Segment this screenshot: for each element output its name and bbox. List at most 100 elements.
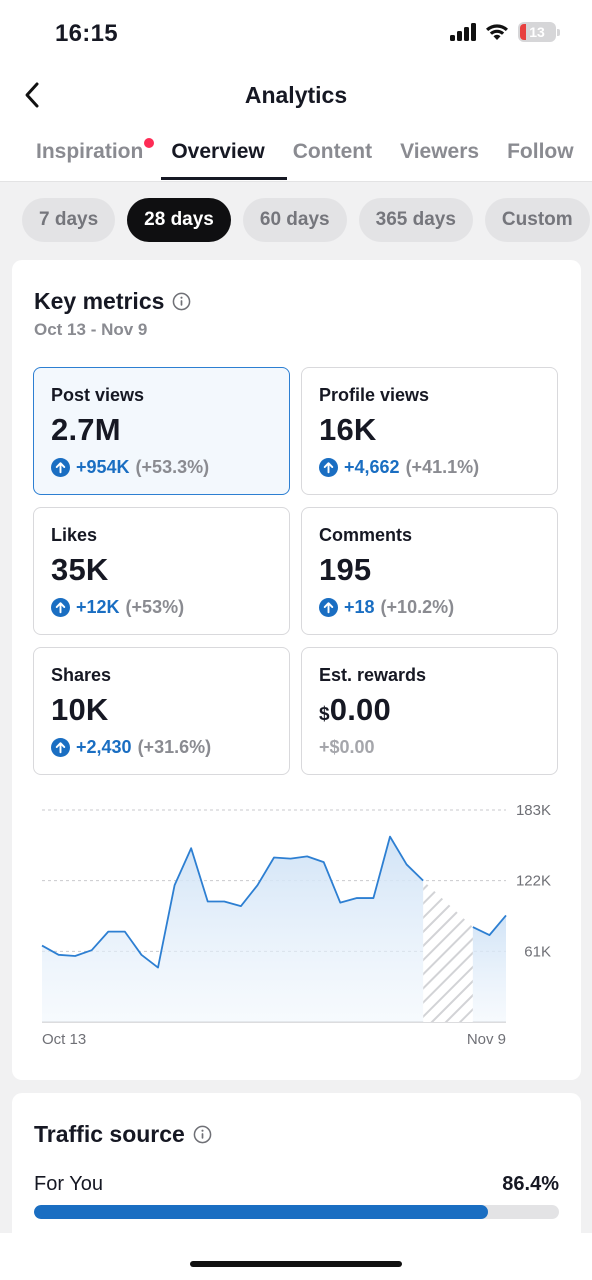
metric-change: +2,430 (+31.6%) <box>51 737 211 758</box>
bottom-safe-area <box>0 1233 592 1280</box>
top-header-area: 16:15 13 Analytics <box>0 0 592 182</box>
metric-delta: +18 <box>344 597 375 617</box>
metric-est-rewards[interactable]: Est. rewards $0.00 +$0.00 <box>301 647 558 775</box>
chip-60-days[interactable]: 60 days <box>242 198 347 242</box>
metric-delta: +2,430 <box>76 737 132 757</box>
arrow-up-circle-icon <box>319 598 338 617</box>
key-metrics-heading: Key metrics <box>34 288 191 315</box>
tab-label: Follow <box>507 140 574 163</box>
tab-bar: Inspiration Overview Content Viewers Fol… <box>36 138 574 164</box>
metric-change: +12K (+53%) <box>51 597 184 618</box>
wifi-icon <box>486 24 508 40</box>
y-tick-label: 61K <box>524 943 551 960</box>
metric-delta: +$0.00 <box>319 737 375 757</box>
metric-likes[interactable]: Likes 35K +12K (+53%) <box>33 507 290 635</box>
metric-percent: (+53.3%) <box>135 457 210 477</box>
info-icon[interactable] <box>172 292 191 311</box>
traffic-source-heading: Traffic source <box>34 1121 212 1148</box>
chart-axis-labels: 183K 122K 61K Oct 13 Nov 9 <box>42 802 551 1048</box>
metric-comments[interactable]: Comments 195 +18 (+10.2%) <box>301 507 558 635</box>
metric-delta: +4,662 <box>344 457 400 477</box>
chart-area-fill <box>42 836 506 1022</box>
chip-28-days[interactable]: 28 days <box>127 198 231 242</box>
chip-7-days[interactable]: 7 days <box>22 198 116 242</box>
metric-label: Comments <box>319 525 413 545</box>
metric-delta: +954K <box>76 457 130 477</box>
chart-missing-data-hatch <box>423 880 473 1022</box>
notification-dot <box>144 138 155 148</box>
metric-label: Profile views <box>319 385 430 405</box>
metric-delta: +12K <box>76 597 120 617</box>
chart-series-line <box>41 835 507 969</box>
tab-label: Viewers <box>400 140 480 163</box>
metric-value: 195 <box>319 552 372 587</box>
metric-percent: (+41.1%) <box>405 457 480 477</box>
traffic-bar-fill <box>34 1205 488 1219</box>
chart-area-segment <box>42 836 424 1022</box>
traffic-row-for-you: For You 86.4% <box>34 1173 559 1196</box>
active-tab-indicator <box>161 177 287 180</box>
metric-change: +954K (+53.3%) <box>51 457 209 478</box>
tab-followers[interactable]: Follow <box>507 140 574 164</box>
key-metrics-card: Key metrics Oct 13 - Nov 9 Post views 2.… <box>12 260 581 1080</box>
page-title: Analytics <box>244 82 348 108</box>
status-time: 16:15 <box>55 20 118 47</box>
metric-post-views[interactable]: Post views 2.7M +954K (+53.3%) <box>33 367 290 495</box>
section-title: Key metrics <box>34 288 165 314</box>
metric-value: 10K <box>51 692 109 727</box>
post-views-chart: 183K 122K 61K Oct 13 Nov 9 <box>41 802 551 1048</box>
y-tick-label: 122K <box>516 873 551 890</box>
tab-viewers[interactable]: Viewers <box>400 140 479 164</box>
traffic-label: For You <box>34 1173 103 1195</box>
metric-percent: (+31.6%) <box>137 737 212 757</box>
tab-content[interactable]: Content <box>293 140 372 164</box>
traffic-percent: 86.4% <box>502 1173 559 1195</box>
chip-365-days[interactable]: 365 days <box>358 198 473 242</box>
metric-shares[interactable]: Shares 10K +2,430 (+31.6%) <box>33 647 290 775</box>
tab-label: Inspiration <box>36 140 144 163</box>
metric-label: Post views <box>51 385 145 405</box>
metric-value: 35K <box>51 552 109 587</box>
tab-inspiration[interactable]: Inspiration <box>36 138 155 164</box>
metric-label: Likes <box>51 525 98 545</box>
metric-value: 16K <box>319 412 377 447</box>
signal-icon <box>450 23 476 41</box>
metric-change: +18 (+10.2%) <box>319 597 454 618</box>
metric-value: $0.00 <box>319 692 391 728</box>
metric-profile-views[interactable]: Profile views 16K +4,662 (+41.1%) <box>301 367 558 495</box>
metric-value: 2.7M <box>51 412 121 447</box>
x-tick-label: Oct 13 <box>42 1031 86 1048</box>
metric-change: +$0.00 <box>319 737 375 758</box>
metric-change: +4,662 (+41.1%) <box>319 457 479 478</box>
metric-label: Shares <box>51 665 112 685</box>
arrow-up-circle-icon <box>51 598 70 617</box>
traffic-source-card: Traffic source For You 86.4% <box>12 1093 581 1253</box>
back-button[interactable] <box>16 78 48 112</box>
arrow-up-circle-icon <box>319 458 338 477</box>
chart-line-segment <box>472 914 507 937</box>
tab-label: Overview <box>171 140 265 163</box>
metric-percent: (+53%) <box>125 597 185 617</box>
date-range-chips: 7 days 28 days 60 days 365 days Custom <box>22 198 590 242</box>
chart-line-segment <box>41 835 424 969</box>
arrow-up-circle-icon <box>51 738 70 757</box>
metric-percent: (+10.2%) <box>380 597 455 617</box>
metric-label: Est. rewards <box>319 665 427 685</box>
chart-area-segment <box>472 915 506 1022</box>
battery-level: 13 <box>529 24 545 40</box>
chip-custom[interactable]: Custom <box>484 198 590 242</box>
battery-icon: 13 <box>518 22 560 42</box>
home-indicator <box>190 1261 402 1267</box>
status-icons: 13 <box>450 22 560 42</box>
metric-value-number: 0.00 <box>329 692 391 727</box>
y-tick-label: 183K <box>516 802 551 819</box>
date-range: Oct 13 - Nov 9 <box>34 320 148 339</box>
section-title: Traffic source <box>34 1121 185 1147</box>
tab-overview[interactable]: Overview <box>171 140 264 164</box>
x-tick-label: Nov 9 <box>467 1031 506 1048</box>
arrow-up-circle-icon <box>51 458 70 477</box>
info-icon[interactable] <box>193 1125 212 1144</box>
chevron-left-icon <box>25 82 39 108</box>
currency-symbol: $ <box>319 704 330 725</box>
traffic-bar-track <box>34 1205 559 1219</box>
